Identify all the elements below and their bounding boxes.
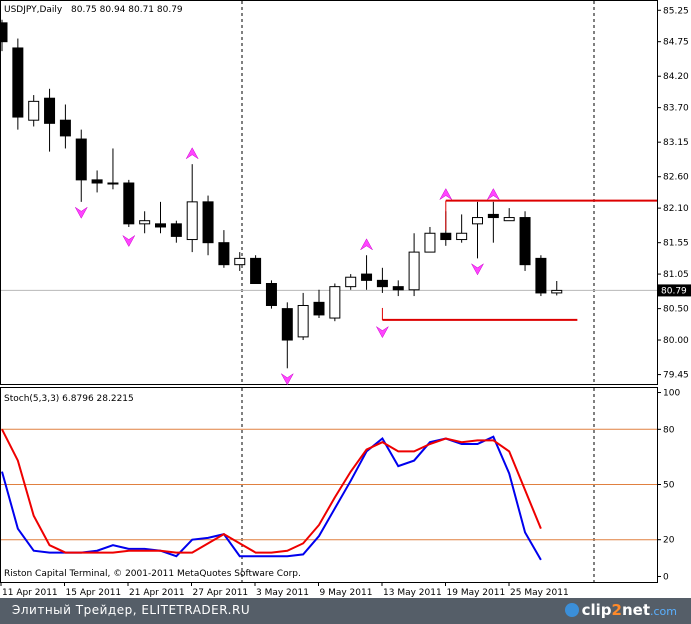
logo-text-a: clip bbox=[581, 601, 612, 619]
time-tick-label: 15 Apr 2011 bbox=[66, 588, 122, 598]
fractal-up-marker bbox=[439, 188, 453, 200]
time-tick-label: 3 May 2011 bbox=[256, 588, 309, 598]
price-tick-label: 83.15 bbox=[663, 138, 689, 148]
candle-bear bbox=[281, 308, 293, 341]
candle-bull bbox=[297, 304, 309, 338]
candle-bear bbox=[75, 138, 87, 181]
logo-text-b: 2 bbox=[611, 601, 622, 619]
candle-bull bbox=[345, 276, 357, 288]
candle-bear bbox=[155, 223, 166, 228]
candle-bear bbox=[218, 242, 230, 266]
footer-site-text: Элитный Трейдер, ELITETRADER.RU bbox=[12, 603, 251, 617]
price-tick-label: 84.20 bbox=[663, 72, 689, 82]
candle-bear bbox=[59, 119, 71, 137]
fractal-down-marker bbox=[376, 326, 389, 339]
price-tick-label: 84.75 bbox=[663, 38, 689, 48]
price-tick-label: 81.05 bbox=[663, 270, 689, 280]
candle-bull bbox=[472, 217, 483, 225]
time-tick-label: 13 May 2011 bbox=[383, 588, 442, 598]
candle-bear bbox=[392, 286, 404, 291]
candle-bear bbox=[123, 182, 135, 225]
current-price-box bbox=[658, 284, 691, 297]
candle-bear bbox=[12, 47, 24, 118]
price-tick-label: 80.50 bbox=[663, 305, 689, 315]
candle-bull bbox=[28, 100, 40, 121]
candle-bear bbox=[91, 179, 103, 184]
fractal-up-marker bbox=[185, 147, 199, 159]
fractal-down-marker bbox=[75, 207, 88, 219]
candle-bear bbox=[265, 283, 277, 306]
stoch-tick-label: 100 bbox=[663, 389, 680, 399]
candle-bear bbox=[487, 213, 499, 219]
candle-bull bbox=[408, 251, 420, 291]
stoch-tick-label: 20 bbox=[663, 536, 675, 546]
candle-bear bbox=[250, 257, 262, 285]
candle-bull bbox=[456, 232, 468, 241]
fractal-up-marker bbox=[360, 238, 373, 251]
price-tick-label: 81.55 bbox=[663, 239, 689, 249]
price-tick-label: 85.25 bbox=[663, 6, 689, 16]
candle-bull bbox=[139, 220, 151, 225]
candle-bear bbox=[202, 201, 214, 244]
candle-bear bbox=[313, 301, 325, 316]
price-chart-title: USDJPY,Daily bbox=[4, 5, 63, 15]
stoch-main-line bbox=[1, 435, 542, 561]
price-panel-frame bbox=[0, 0, 658, 385]
candle-bear bbox=[44, 97, 56, 124]
clip2net-logo: clip2net.com bbox=[564, 601, 677, 619]
fractal-down-marker bbox=[122, 235, 136, 248]
candle-bear bbox=[440, 232, 452, 241]
stoch-tick-label: 0 bbox=[663, 572, 669, 582]
time-tick-label: 27 Apr 2011 bbox=[193, 588, 249, 598]
price-tick-label: 80.00 bbox=[663, 336, 689, 346]
clip2net-logo-icon bbox=[564, 603, 579, 617]
fractal-up-marker bbox=[487, 188, 500, 200]
time-tick-label: 9 May 2011 bbox=[320, 588, 373, 598]
candle-bull bbox=[186, 201, 198, 241]
stoch-tick-label: 80 bbox=[663, 425, 675, 435]
candle-bull bbox=[551, 289, 563, 294]
price-tick-label: 83.70 bbox=[663, 104, 689, 114]
current-price-label: 80.79 bbox=[661, 286, 687, 296]
candle-bull bbox=[424, 232, 436, 253]
stoch-tick-label: 50 bbox=[663, 481, 675, 491]
logo-text-d: .com bbox=[650, 605, 677, 618]
ohlc-readout: 80.75 80.94 80.71 80.79 bbox=[71, 5, 183, 15]
candle-bull bbox=[234, 257, 246, 266]
price-tick-label: 79.45 bbox=[663, 371, 689, 381]
logo-text-c: net bbox=[621, 601, 650, 619]
candle-bear bbox=[535, 257, 547, 294]
candle-bull bbox=[503, 217, 515, 222]
time-tick-label: 25 May 2011 bbox=[510, 588, 569, 598]
stoch-signal-line bbox=[1, 428, 542, 554]
time-tick-label: 21 Apr 2011 bbox=[129, 588, 185, 598]
candle-bear bbox=[376, 279, 388, 288]
time-tick-label: 19 May 2011 bbox=[447, 588, 506, 598]
candle-bull bbox=[329, 286, 341, 319]
candle-bear bbox=[361, 273, 373, 281]
stoch-title: Stoch(5,3,3) 6.8796 28.2215 bbox=[4, 394, 134, 404]
candle-bull bbox=[107, 182, 119, 185]
copyright-text: Riston Capital Terminal, © 2001-2011 Met… bbox=[4, 569, 301, 579]
candle-bear bbox=[170, 223, 182, 237]
price-tick-label: 82.60 bbox=[663, 173, 689, 183]
fractal-down-marker bbox=[281, 373, 294, 386]
candle-bear bbox=[0, 22, 8, 43]
fractal-down-marker bbox=[471, 263, 484, 276]
time-tick-label: 11 Apr 2011 bbox=[2, 588, 58, 598]
price-tick-label: 82.10 bbox=[663, 204, 689, 214]
candle-bear bbox=[519, 217, 531, 266]
footer-bar: Элитный Трейдер, ELITETRADER.RU clip2net… bbox=[0, 598, 691, 624]
